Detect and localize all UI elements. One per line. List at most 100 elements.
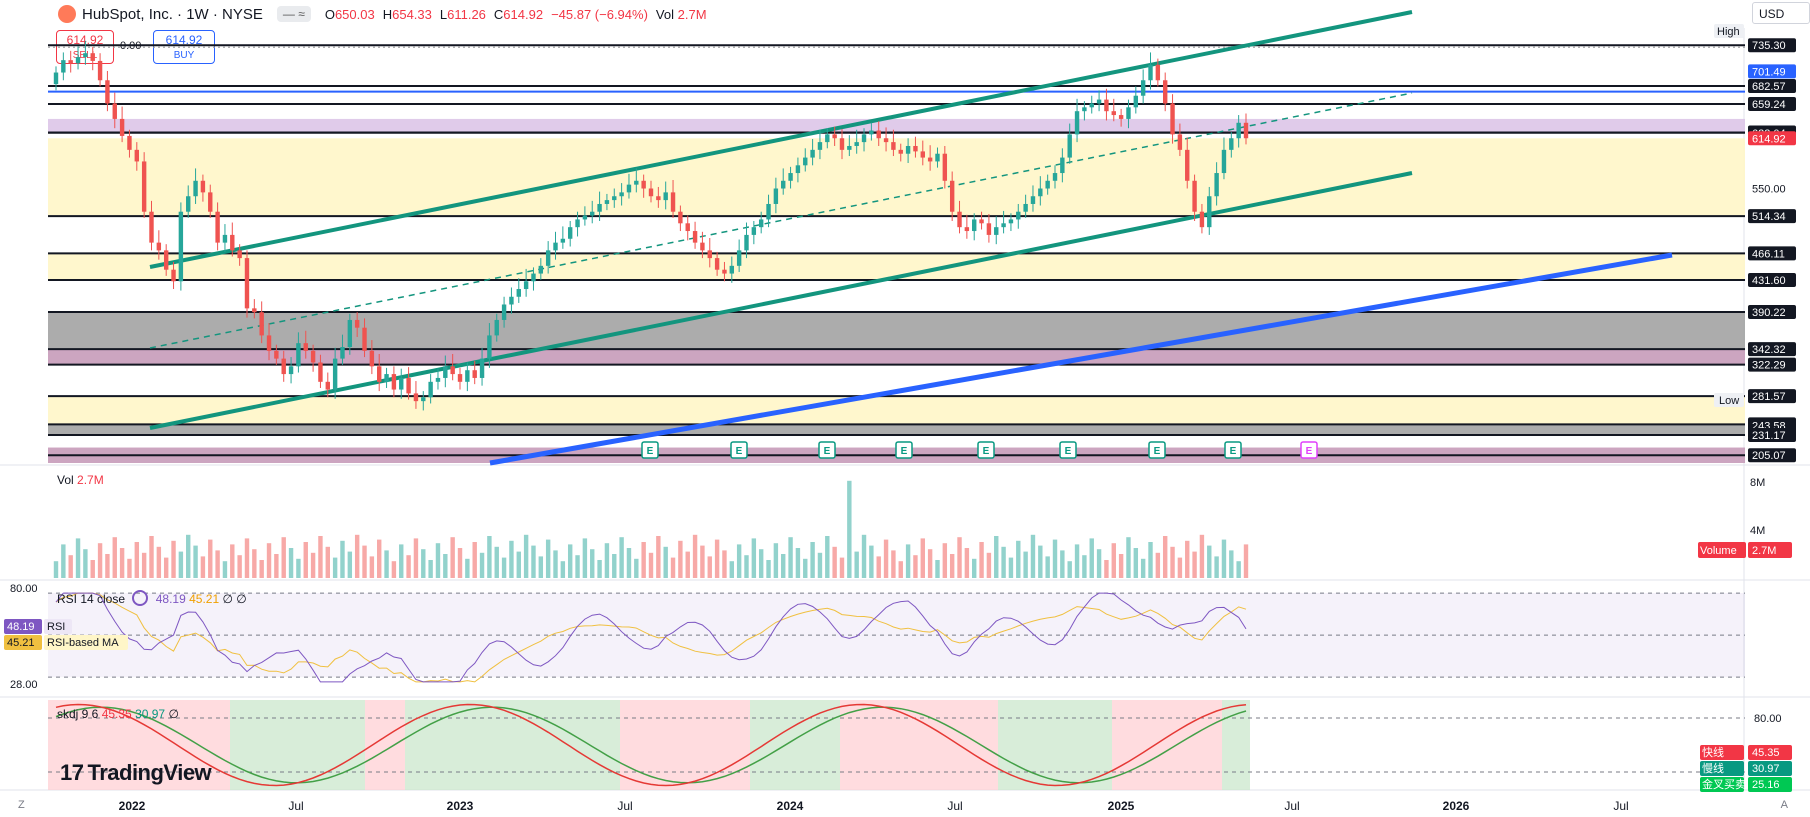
volume-bar <box>1140 558 1146 578</box>
volume-bar <box>237 555 242 578</box>
volume-bar <box>1229 550 1234 578</box>
axis-a-button[interactable]: A <box>1780 799 1788 811</box>
earnings-marker-icon: E <box>818 441 836 459</box>
price-candle <box>560 238 566 243</box>
price-candle <box>1016 211 1021 220</box>
volume-axis-label: 8M <box>1750 477 1765 489</box>
svg-text:E: E <box>736 446 743 457</box>
price-candle <box>626 184 632 193</box>
price-candle <box>68 60 73 64</box>
rsi-badge-label: RSI-based MA <box>47 637 119 649</box>
volume-bar <box>1155 552 1161 578</box>
price-zone <box>48 396 1745 425</box>
price-candle <box>318 362 323 382</box>
volume-bar <box>200 556 206 578</box>
volume-bar <box>354 534 360 578</box>
price-candle <box>1052 173 1058 181</box>
price-candle <box>310 350 316 363</box>
x-axis-tick-label: 2022 <box>119 799 146 813</box>
volume-bar <box>685 551 690 578</box>
volume-bar <box>318 536 323 578</box>
volume-bar <box>663 546 668 578</box>
price-axis-label: 682.57 <box>1752 81 1786 93</box>
price-candle <box>612 196 617 201</box>
price-candle <box>935 153 940 162</box>
price-candle <box>509 296 514 305</box>
volume-bar <box>707 556 712 578</box>
price-candle <box>61 60 66 73</box>
volume-bar <box>171 540 176 578</box>
volume-bar <box>1199 534 1205 578</box>
price-candle <box>575 219 580 228</box>
price-candle <box>883 138 889 143</box>
earnings-marker-icon: E <box>895 441 913 459</box>
price-candle <box>83 53 88 58</box>
volume-bar <box>700 545 705 578</box>
volume-bar <box>634 558 639 578</box>
volume-bar <box>825 536 830 578</box>
volume-bar <box>347 551 353 578</box>
price-candle <box>590 211 595 216</box>
volume-bar <box>656 536 661 578</box>
price-candle <box>839 138 845 150</box>
price-candle <box>905 145 911 154</box>
price-candle <box>450 366 455 375</box>
price-candle <box>1140 80 1146 96</box>
price-candle <box>663 192 668 201</box>
symbol-title[interactable]: HubSpot, Inc. · 1W · NYSE <box>82 5 263 23</box>
price-candle <box>538 265 544 274</box>
price-candle <box>634 180 639 185</box>
price-candle <box>487 335 492 359</box>
change-value: −45.87 (−6.94%) <box>551 6 648 22</box>
volume-bar <box>457 548 463 578</box>
price-candle <box>678 211 683 224</box>
price-candle <box>163 250 169 270</box>
price-candle <box>986 223 992 235</box>
rsi-badge-label-bg <box>44 635 128 650</box>
indicators-pill[interactable]: — ≈ <box>276 6 311 22</box>
price-candle <box>465 370 470 382</box>
skdj-badge-value-bg <box>1748 777 1792 792</box>
price-candle <box>193 180 198 197</box>
price-label-bg <box>1748 38 1796 53</box>
volume-bar <box>744 555 749 578</box>
volume-bar <box>501 557 507 578</box>
volume-bar <box>538 556 544 578</box>
price-label-bg <box>1748 357 1796 372</box>
volume-bar <box>913 555 918 578</box>
high-marker: High <box>1717 26 1740 38</box>
volume-bar <box>781 554 786 578</box>
price-axis-label: 659.24 <box>1752 99 1786 111</box>
volume-bar <box>839 557 845 578</box>
volume-bar <box>230 544 235 578</box>
volume-bar <box>935 560 940 578</box>
price-candle <box>288 366 294 375</box>
volume-bar <box>259 560 264 578</box>
price-candle <box>795 165 801 174</box>
skdj-badge-label: 快线 <box>1702 745 1724 759</box>
price-candle <box>105 80 110 104</box>
volume-bar <box>68 555 73 578</box>
volume-bar <box>1126 537 1131 578</box>
price-candle <box>237 250 242 259</box>
earnings-marker-icon: E <box>977 441 995 459</box>
price-candle <box>1082 107 1087 112</box>
volume-bar <box>1221 539 1227 578</box>
skdj-badge-value: 25.16 <box>1752 779 1780 791</box>
price-candle <box>332 358 338 390</box>
axis-z-button[interactable]: Z <box>18 799 25 811</box>
price-candle <box>134 149 140 162</box>
earnings-marker-icon: E <box>730 441 748 459</box>
price-candle <box>553 242 558 251</box>
volume-bar <box>678 540 683 578</box>
price-candle <box>994 227 999 235</box>
volume-bar <box>1060 550 1065 578</box>
volume-bar <box>208 539 213 578</box>
volume-bar <box>1023 551 1028 578</box>
price-candle <box>340 347 345 359</box>
volume-bar <box>1162 536 1168 578</box>
price-label-bg <box>1748 428 1796 443</box>
volume-bar <box>215 550 220 578</box>
low-marker: Low <box>1719 395 1739 407</box>
